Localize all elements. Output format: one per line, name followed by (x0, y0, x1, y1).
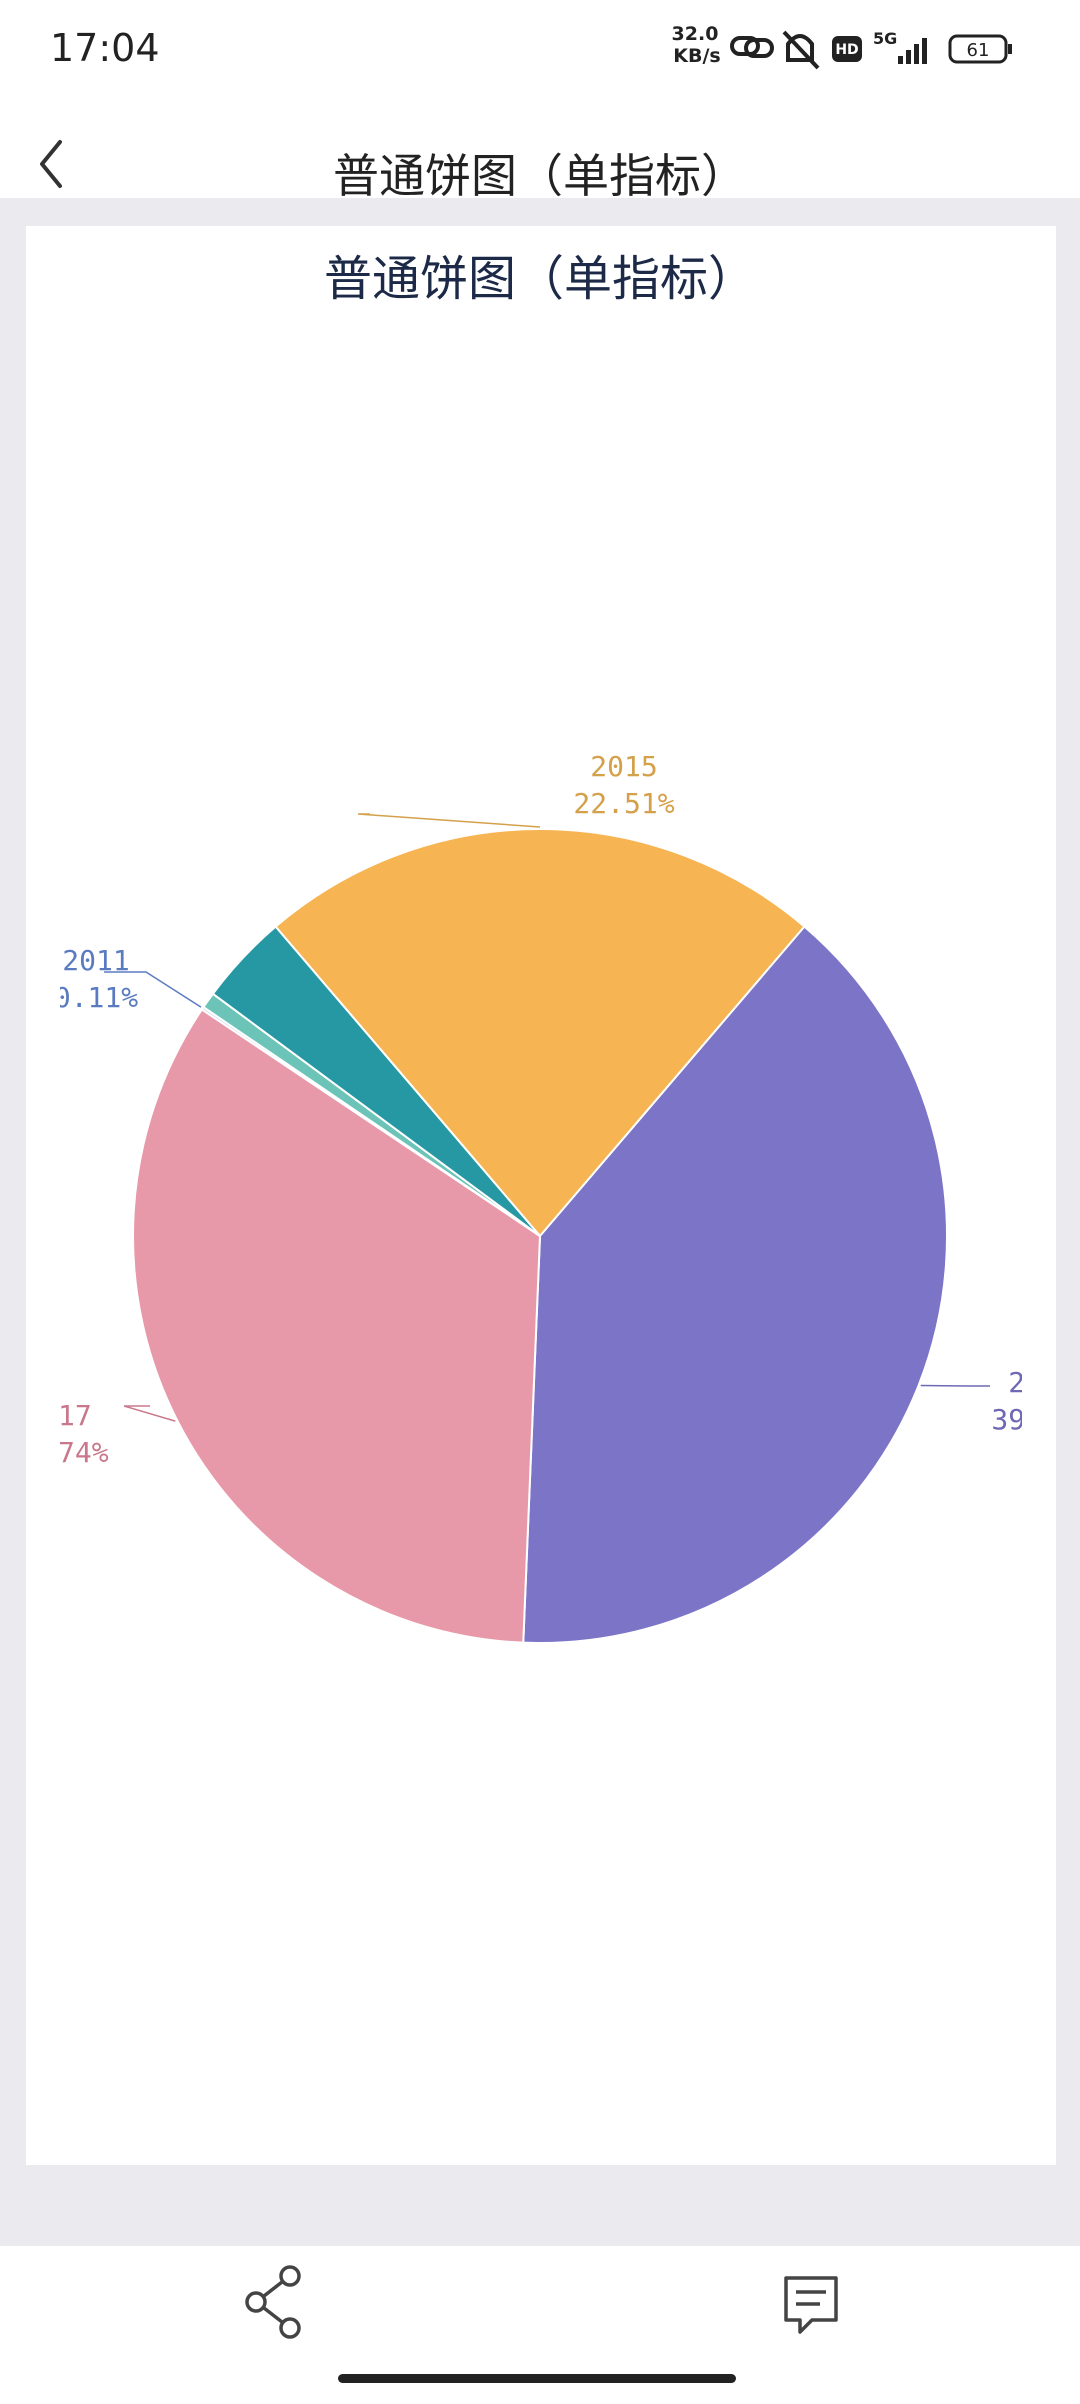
slice-category-label: 2015 (590, 750, 657, 783)
slice-category-label: 2016 (1008, 1366, 1056, 1399)
slice-value-label: 33.74% (26, 1436, 109, 1469)
slice-category-label: 2017 (26, 1399, 92, 1432)
battery-tip (1008, 44, 1012, 54)
battery-icon (948, 34, 1008, 64)
net-speed-unit: KB/s (673, 45, 720, 67)
bottom-bar (0, 2246, 1080, 2400)
mute-icon (782, 30, 820, 70)
home-indicator (338, 2374, 736, 2383)
hd-text: HD (835, 42, 858, 58)
header-title: 普通饼图（单指标） (333, 149, 747, 203)
share-button[interactable] (245, 2265, 301, 2339)
slice-value-label: 0.11% (54, 981, 138, 1014)
label-leader (357, 813, 541, 828)
bottom-icons (245, 2265, 838, 2383)
chart: 普通饼图（单指标） 2015 22.51% 2016 39.40% 2017 33.74%… (26, 251, 1056, 1645)
battery-level: 61 (967, 40, 990, 61)
back-button[interactable] (30, 120, 90, 200)
pie-slice (274, 828, 806, 1238)
status-icons: 32.0 KB/s HD 5G 61 (672, 23, 1012, 70)
label-leader (920, 1384, 990, 1387)
hd-badge (832, 36, 862, 62)
link-icon (730, 36, 774, 58)
status-bar: 17:04 32.0 KB/s HD 5G 61 (0, 0, 1080, 100)
comment-button[interactable] (784, 2276, 838, 2334)
net-speed-value: 32.0 (672, 23, 719, 45)
signal-icon (898, 38, 927, 64)
chart-card: 普通饼图（单指标） 2015 22.51% 2016 39.40% 2017 33.74%… (26, 226, 1056, 2165)
nav-header: 普通饼图（单指标） (0, 100, 1080, 203)
label-leader (123, 1405, 176, 1422)
slice-value-label: 39.40% (991, 1403, 1056, 1436)
pie-slice (211, 925, 541, 1237)
slice-category-label: 2011 (62, 944, 129, 977)
network-type: 5G (873, 29, 897, 48)
chart-title: 普通饼图（单指标） (324, 251, 756, 307)
status-time: 17:04 (50, 26, 160, 70)
label-leader (104, 971, 202, 1008)
pie-slice (132, 1008, 542, 1644)
pie-slice (522, 925, 949, 1645)
slice-value-label: 22.51% (573, 787, 674, 820)
